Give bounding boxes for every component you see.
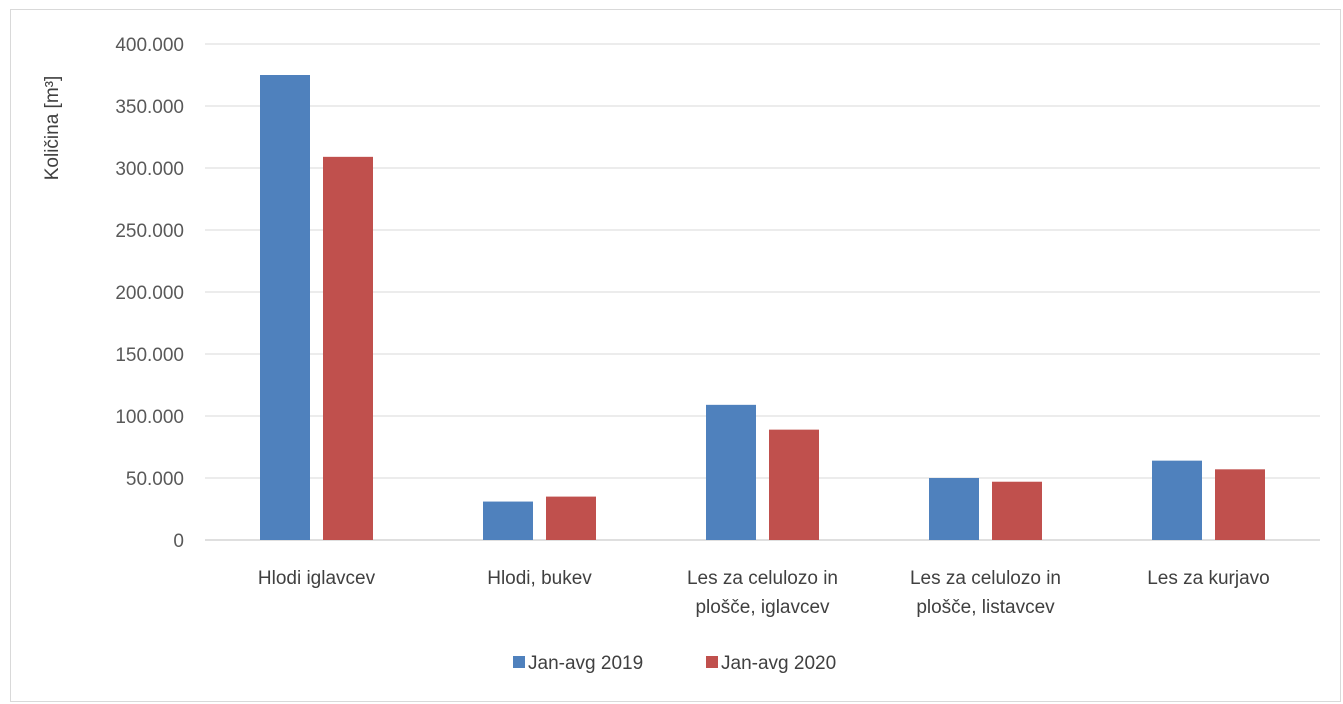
bar-2020-1: [546, 496, 596, 540]
bar-2019-4: [1152, 460, 1202, 540]
y-tick-label: 100.000: [115, 407, 184, 428]
y-tick-label: 150.000: [115, 345, 184, 366]
x-category-label: Les za celulozo in: [910, 568, 1061, 589]
y-axis-ticks: 0 50.000 100.000 150.000 200.000 250.000 300.0…: [115, 35, 184, 552]
y-tick-label: 50.000: [126, 469, 184, 490]
bar-2019-3: [929, 478, 979, 540]
x-category-label: plošče, listavcev: [916, 597, 1055, 618]
y-tick-label: 0: [173, 531, 184, 552]
y-tick-label: 300.000: [115, 159, 184, 180]
bar-2020-4: [1215, 469, 1265, 540]
chart-frame: [10, 9, 1341, 702]
bar-2019-1: [483, 501, 533, 540]
gridlines: [205, 43, 1320, 541]
x-axis-categories: Hlodi iglavcev Hlodi, bukev Les za celuloz…: [258, 568, 1270, 618]
bar-2020-2: [769, 429, 819, 540]
x-category-label: Hlodi iglavcev: [258, 568, 376, 589]
legend: Jan-avg 2019 Jan-avg 2020: [513, 653, 836, 674]
legend-label-0: Jan-avg 2019: [528, 653, 643, 674]
y-tick-label: 400.000: [115, 35, 184, 56]
x-category-label: Les za celulozo in: [687, 568, 838, 589]
x-category-label: Hlodi, bukev: [487, 568, 592, 589]
x-category-label: plošče, iglavcev: [695, 597, 830, 618]
bars: [260, 75, 1265, 540]
x-category-label: Les za kurjavo: [1147, 568, 1270, 589]
bar-2020-3: [992, 481, 1042, 540]
bar-2019-2: [706, 404, 756, 540]
y-axis-label: Količina [m³]: [42, 76, 63, 181]
bar-2020-0: [323, 156, 373, 540]
y-tick-label: 250.000: [115, 221, 184, 242]
legend-label-1: Jan-avg 2020: [721, 653, 836, 674]
legend-swatch-0: [513, 656, 525, 668]
legend-swatch-1: [706, 656, 718, 668]
bar-2019-0: [260, 75, 310, 540]
y-tick-label: 200.000: [115, 283, 184, 304]
y-tick-label: 350.000: [115, 97, 184, 118]
